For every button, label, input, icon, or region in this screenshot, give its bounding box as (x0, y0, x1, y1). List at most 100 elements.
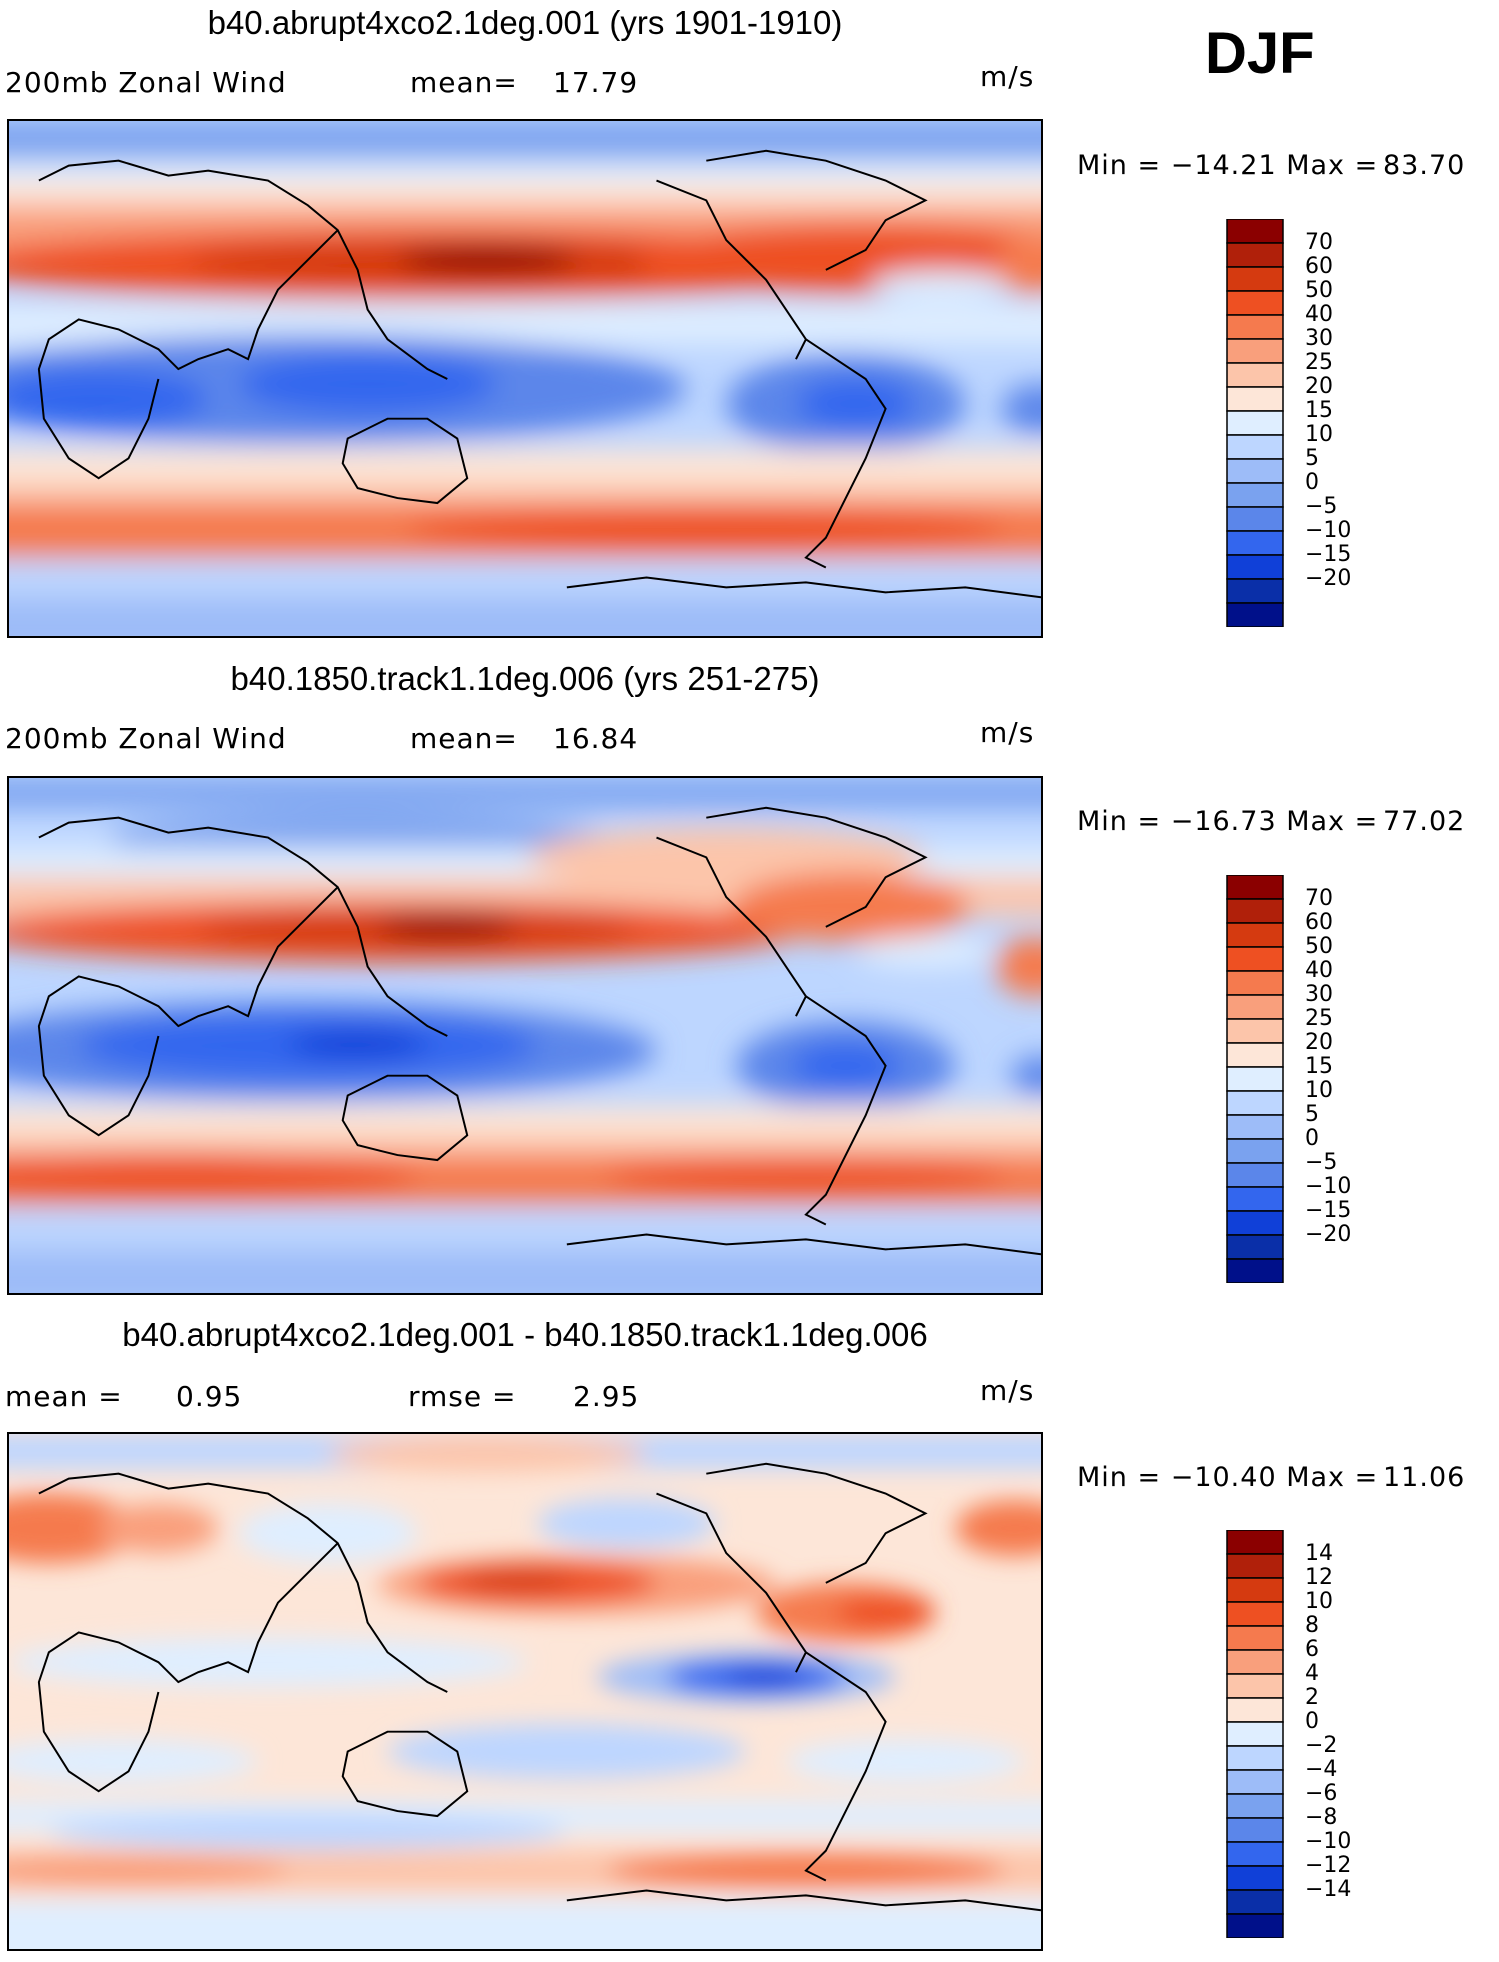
panel3-map (7, 1432, 1043, 1951)
colorbar-swatch (1226, 1625, 1284, 1651)
colorbar-swatch (1226, 970, 1284, 996)
colorbar-swatch (1226, 1865, 1284, 1891)
panel3-max-value: 11.06 (1383, 1462, 1466, 1493)
colorbar-swatch (1226, 898, 1284, 924)
colorbar-tick-label: 40 (1305, 958, 1333, 983)
colorbar-swatch (1226, 219, 1284, 244)
colorbar-tick-label: 10 (1305, 1078, 1333, 1103)
panel3-colorbar (1226, 1530, 1284, 1938)
panel3-mean-label: mean = (5, 1380, 123, 1413)
colorbar-swatch (1226, 314, 1284, 340)
colorbar-swatch (1226, 458, 1284, 484)
panel1-coastlines (37, 149, 1041, 599)
panel1-variable: 200mb Zonal Wind (5, 66, 287, 99)
colorbar-swatch (1226, 506, 1284, 532)
colorbar-tick-label: 50 (1305, 278, 1333, 303)
colorbar-swatch (1226, 1817, 1284, 1843)
panel3-rmse-value: 2.95 (573, 1380, 640, 1413)
colorbar-swatch (1226, 602, 1284, 627)
colorbar-swatch (1226, 410, 1284, 436)
colorbar-tick-label: 60 (1305, 254, 1333, 279)
colorbar-tick-label: −10 (1305, 1829, 1352, 1854)
colorbar-swatch (1226, 290, 1284, 316)
colorbar-swatch (1226, 1841, 1284, 1867)
colorbar-tick-label: 40 (1305, 302, 1333, 327)
panel2-coastlines (37, 806, 1041, 1256)
panel2-variable: 200mb Zonal Wind (5, 722, 287, 755)
colorbar-swatch (1226, 922, 1284, 948)
colorbar-swatch (1226, 242, 1284, 268)
colorbar-tick-label: 5 (1305, 1102, 1319, 1127)
colorbar-swatch (1226, 266, 1284, 292)
panel2-min-label: Min = −16.73 Max = (1077, 806, 1379, 837)
colorbar-swatch (1226, 1234, 1284, 1260)
colorbar-tick-label: −15 (1305, 1198, 1352, 1223)
panel1-map (7, 119, 1043, 638)
colorbar-swatch (1226, 1553, 1284, 1579)
panel1-mean-value: 17.79 (553, 66, 639, 99)
colorbar-swatch (1226, 578, 1284, 604)
colorbar-tick-label: 25 (1305, 1006, 1333, 1031)
panel2-units: m/s (980, 716, 1035, 749)
colorbar-tick-label: 0 (1305, 1126, 1319, 1151)
colorbar-swatch (1226, 554, 1284, 580)
colorbar-tick-label: −10 (1305, 1174, 1352, 1199)
panel2-colorbar (1226, 875, 1284, 1283)
colorbar-swatch (1226, 1090, 1284, 1116)
colorbar-swatch (1226, 994, 1284, 1020)
colorbar-tick-label: −5 (1305, 494, 1338, 519)
colorbar-tick-label: 12 (1305, 1565, 1333, 1590)
panel2-max-value: 77.02 (1383, 806, 1466, 837)
colorbar-tick-label: −20 (1305, 1222, 1352, 1247)
colorbar-tick-label: −2 (1305, 1733, 1338, 1758)
colorbar-tick-label: 14 (1305, 1541, 1333, 1566)
colorbar-tick-label: 30 (1305, 326, 1333, 351)
colorbar-swatch (1226, 362, 1284, 388)
panel2-colorbar-svg (1226, 875, 1284, 1283)
colorbar-swatch (1226, 946, 1284, 972)
colorbar-swatch (1226, 530, 1284, 556)
panel3-coastlines (37, 1462, 1041, 1912)
colorbar-swatch (1226, 1042, 1284, 1068)
colorbar-swatch (1226, 482, 1284, 508)
panel3-map-svg (9, 1434, 1041, 1949)
panel1-colorbar-svg (1226, 219, 1284, 627)
colorbar-tick-label: −15 (1305, 542, 1352, 567)
colorbar-tick-label: −12 (1305, 1853, 1352, 1878)
panel3-mean-value: 0.95 (176, 1380, 243, 1413)
colorbar-tick-label: 50 (1305, 934, 1333, 959)
colorbar-tick-label: 15 (1305, 1054, 1333, 1079)
panel1-max-value: 83.70 (1383, 150, 1466, 181)
panel1-mean-label: mean= (410, 66, 518, 99)
colorbar-swatch (1226, 875, 1284, 900)
panel3-rmse-label: rmse = (408, 1380, 517, 1413)
colorbar-swatch (1226, 1210, 1284, 1236)
panel1-units: m/s (980, 60, 1035, 93)
colorbar-tick-label: 70 (1305, 886, 1333, 911)
colorbar-tick-label: 10 (1305, 422, 1333, 447)
colorbar-tick-label: 60 (1305, 910, 1333, 935)
colorbar-tick-label: −8 (1305, 1805, 1338, 1830)
colorbar-swatch (1226, 1577, 1284, 1603)
colorbar-swatch (1226, 338, 1284, 364)
colorbar-tick-label: 0 (1305, 470, 1319, 495)
colorbar-tick-label: −5 (1305, 1150, 1338, 1175)
colorbar-swatch (1226, 1649, 1284, 1675)
panel3-colorbar-svg (1226, 1530, 1284, 1938)
panel3-units: m/s (980, 1374, 1035, 1407)
colorbar-tick-label: −20 (1305, 566, 1352, 591)
colorbar-swatch (1226, 1258, 1284, 1283)
colorbar-tick-label: 70 (1305, 230, 1333, 255)
colorbar-swatch (1226, 1889, 1284, 1915)
panel1-title: b40.abrupt4xco2.1deg.001 (yrs 1901-1910) (207, 4, 843, 41)
panel2-mean-label: mean= (410, 722, 518, 755)
colorbar-tick-label: −4 (1305, 1757, 1338, 1782)
colorbar-tick-label: −6 (1305, 1781, 1338, 1806)
colorbar-tick-label: −14 (1305, 1877, 1352, 1902)
panel3-min-label: Min = −10.40 Max = (1077, 1462, 1379, 1493)
colorbar-swatch (1226, 1913, 1284, 1938)
colorbar-tick-label: 0 (1305, 1709, 1319, 1734)
colorbar-swatch (1226, 1162, 1284, 1188)
panel1-colorbar (1226, 219, 1284, 627)
colorbar-swatch (1226, 1721, 1284, 1747)
